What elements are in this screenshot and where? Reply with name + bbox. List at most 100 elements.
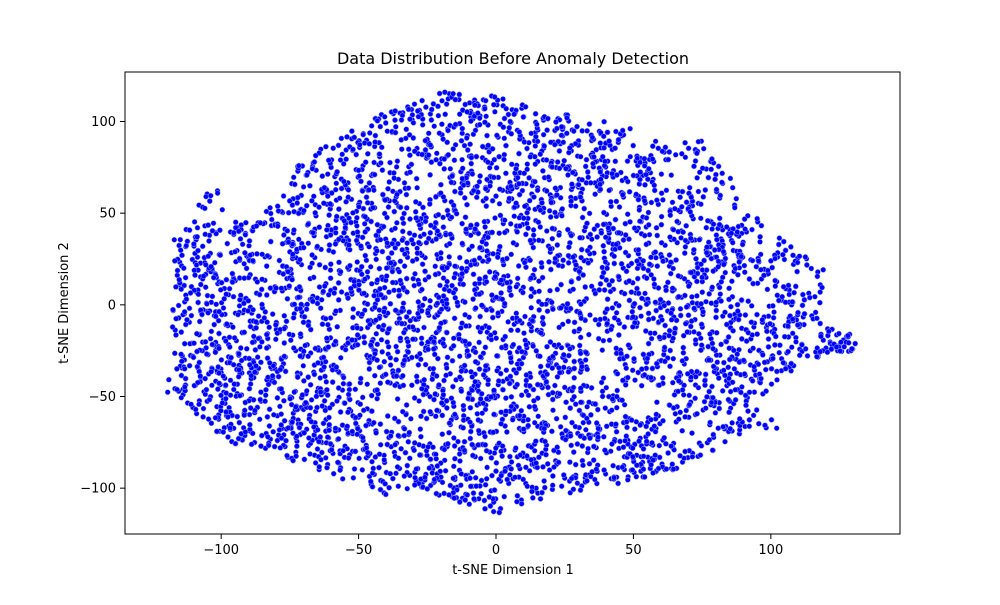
scatter-point	[496, 200, 503, 207]
scatter-point	[511, 213, 518, 220]
scatter-point	[203, 193, 209, 200]
scatter-point	[371, 187, 377, 194]
scatter-point	[519, 187, 526, 194]
scatter-point	[483, 113, 489, 120]
scatter-point	[411, 101, 418, 107]
scatter-point	[350, 475, 357, 481]
scatter-point	[356, 173, 363, 179]
scatter-point	[543, 228, 550, 234]
scatter-point	[272, 336, 279, 343]
scatter-point	[786, 291, 793, 298]
scatter-point	[456, 353, 463, 360]
scatter-point	[405, 185, 412, 191]
scatter-point	[303, 388, 310, 394]
scatter-point	[411, 282, 418, 289]
scatter-point	[262, 392, 269, 399]
scatter-point	[585, 445, 591, 452]
scatter-point	[652, 138, 659, 145]
scatter-point	[749, 257, 756, 264]
scatter-point	[307, 451, 313, 457]
scatter-point	[694, 293, 700, 299]
scatter-point	[276, 427, 283, 433]
scatter-point	[477, 455, 484, 462]
scatter-point	[459, 130, 466, 137]
scatter-point	[451, 274, 458, 281]
scatter-point	[196, 401, 202, 408]
scatter-point	[608, 407, 615, 414]
scatter-point	[196, 318, 203, 325]
scatter-point	[632, 377, 638, 383]
scatter-point	[278, 411, 285, 417]
scatter-point	[284, 452, 290, 459]
scatter-point	[577, 153, 584, 160]
scatter-points	[164, 89, 859, 516]
scatter-point	[694, 175, 700, 181]
scatter-point	[191, 219, 198, 225]
scatter-point	[749, 226, 755, 233]
scatter-point	[361, 220, 368, 227]
scatter-point	[587, 312, 593, 318]
scatter-point	[546, 467, 553, 473]
scatter-point	[467, 232, 474, 239]
scatter-point	[762, 366, 769, 373]
scatter-point	[571, 393, 577, 400]
scatter-point	[440, 214, 446, 221]
scatter-point	[774, 377, 780, 383]
scatter-point	[338, 135, 345, 142]
scatter-point	[209, 382, 215, 389]
scatter-point	[359, 394, 366, 401]
scatter-point	[339, 476, 346, 482]
scatter-point	[492, 215, 498, 221]
scatter-point	[373, 330, 380, 337]
scatter-point	[396, 287, 402, 294]
scatter-point	[722, 269, 729, 276]
scatter-point	[217, 287, 224, 293]
scatter-point	[476, 339, 482, 346]
scatter-point	[337, 354, 344, 361]
scatter-point	[351, 466, 358, 472]
scatter-point	[322, 455, 329, 461]
scatter-point	[408, 415, 414, 422]
scatter-point	[789, 330, 796, 337]
scatter-point	[474, 410, 481, 417]
scatter-point	[709, 226, 715, 232]
scatter-point	[531, 266, 538, 273]
scatter-point	[729, 184, 736, 191]
scatter-point	[561, 384, 568, 391]
scatter-point	[400, 284, 407, 291]
scatter-point	[526, 467, 533, 474]
scatter-point	[440, 275, 447, 281]
scatter-point	[526, 139, 532, 146]
scatter-point	[638, 313, 644, 319]
scatter-point	[540, 321, 547, 328]
scatter-point	[646, 231, 653, 238]
scatter-point	[210, 220, 217, 227]
scatter-point	[686, 392, 693, 399]
scatter-point	[218, 299, 225, 306]
scatter-point	[588, 236, 595, 243]
scatter-point	[583, 426, 589, 433]
scatter-point	[458, 325, 464, 331]
scatter-point	[575, 275, 582, 282]
scatter-point	[340, 380, 347, 387]
scatter-point	[550, 407, 556, 414]
scatter-point	[534, 138, 541, 145]
scatter-point	[557, 423, 564, 430]
scatter-point	[558, 344, 565, 351]
scatter-point	[524, 161, 531, 167]
scatter-point	[653, 254, 659, 261]
scatter-point	[427, 393, 433, 400]
scatter-point	[401, 180, 408, 186]
scatter-point	[699, 165, 706, 172]
scatter-point	[300, 362, 307, 369]
scatter-point	[369, 458, 375, 465]
scatter-point	[373, 256, 380, 263]
scatter-point	[567, 489, 574, 496]
scatter-point	[729, 420, 735, 426]
scatter-point	[544, 308, 551, 315]
scatter-point	[237, 236, 244, 242]
scatter-point	[452, 141, 459, 148]
scatter-point	[613, 309, 620, 316]
